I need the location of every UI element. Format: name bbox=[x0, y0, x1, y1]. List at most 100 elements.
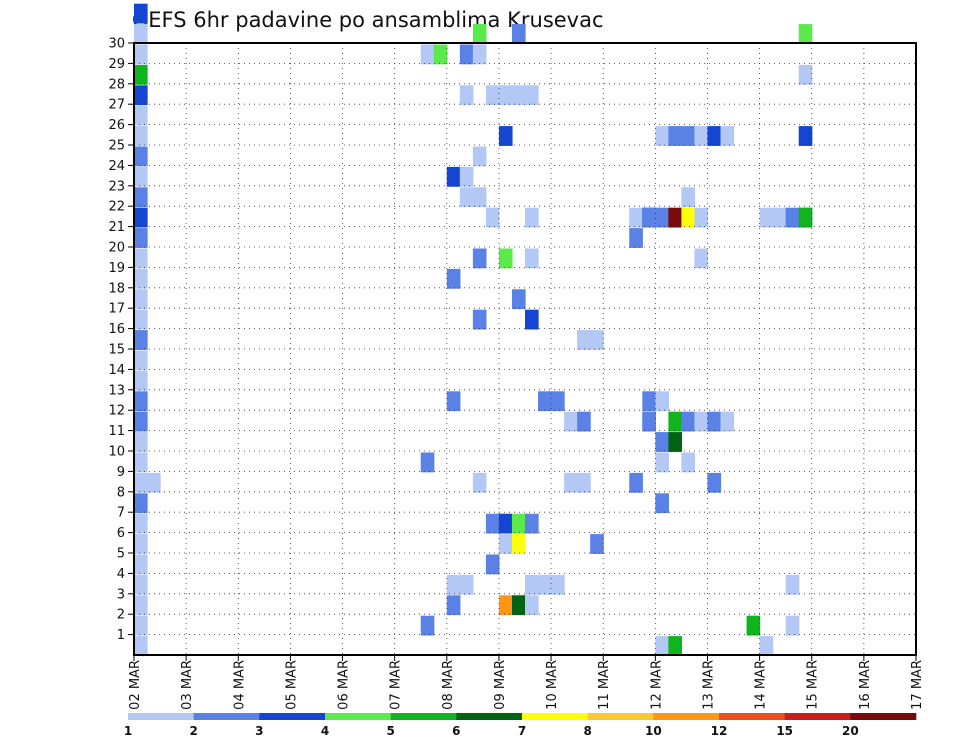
heatmap-cell bbox=[134, 513, 148, 534]
colorbar-label: 5 bbox=[386, 724, 394, 738]
heatmap-cell bbox=[655, 432, 669, 452]
heatmap-cell bbox=[694, 248, 709, 269]
heatmap-cell bbox=[498, 595, 513, 616]
heatmap-cell bbox=[498, 85, 513, 106]
colorbar-swatch bbox=[653, 713, 720, 720]
heatmap-cell bbox=[655, 207, 669, 228]
heatmap-cell bbox=[498, 513, 513, 534]
heatmap-cell bbox=[759, 636, 774, 656]
heatmap-cell bbox=[433, 44, 448, 65]
colorbar-swatch bbox=[259, 713, 326, 720]
x-tick-label: 10 MAR bbox=[545, 660, 560, 710]
heatmap-cell bbox=[134, 24, 148, 44]
heatmap-cell bbox=[472, 44, 487, 65]
heatmap-cell bbox=[551, 391, 565, 412]
heatmap-cell bbox=[525, 248, 539, 269]
y-tick-label: 14 bbox=[108, 363, 125, 378]
heatmap-cell bbox=[134, 574, 148, 595]
gridlines bbox=[134, 42, 916, 655]
heatmap-cell bbox=[134, 452, 148, 473]
heatmap-cell bbox=[498, 248, 513, 269]
colorbar-label: 10 bbox=[645, 724, 662, 738]
y-tick-label: 7 bbox=[117, 506, 125, 521]
y-tick-label: 27 bbox=[108, 98, 125, 113]
heatmap-cell bbox=[525, 574, 539, 595]
colorbar-swatch bbox=[325, 713, 391, 720]
heatmap-cell bbox=[746, 615, 761, 636]
heatmap-cell bbox=[420, 452, 435, 473]
heatmap-cell bbox=[720, 126, 735, 146]
heatmap-cell bbox=[525, 85, 539, 106]
heatmap-cell bbox=[655, 636, 669, 656]
heatmap-cell bbox=[538, 574, 552, 595]
colorbar-swatch bbox=[719, 713, 785, 720]
heatmap-cell bbox=[525, 513, 539, 534]
heatmap-cell bbox=[538, 391, 552, 412]
heatmap-cell bbox=[511, 24, 526, 44]
heatmap-cell bbox=[134, 411, 148, 432]
y-tick-label: 26 bbox=[108, 118, 125, 133]
heatmap-cell bbox=[525, 207, 539, 228]
heatmap-cell bbox=[446, 391, 461, 412]
y-tick-label: 28 bbox=[108, 77, 125, 92]
y-tick-label: 24 bbox=[108, 159, 125, 174]
heatmap-cell bbox=[459, 44, 474, 65]
heatmap-cell bbox=[798, 207, 813, 228]
heatmap-cell bbox=[707, 472, 722, 493]
heatmap-cell bbox=[642, 411, 656, 432]
heatmap-cell bbox=[134, 289, 148, 310]
colorbar-label: 6 bbox=[452, 724, 460, 738]
heatmap-cell bbox=[642, 207, 656, 228]
x-axis: 02 MAR 03 MAR 04 MAR 05 MAR 06 MAR 07 MAR 08 M… bbox=[128, 655, 925, 710]
heatmap-cell bbox=[134, 268, 148, 289]
heatmap-cell bbox=[459, 85, 474, 106]
heatmap-cell bbox=[759, 207, 774, 228]
heatmap-cell bbox=[134, 370, 148, 391]
x-tick-label: 09 MAR bbox=[493, 660, 508, 710]
heatmap-cell bbox=[134, 493, 148, 514]
heatmap-cell bbox=[134, 636, 148, 656]
heatmap-cell bbox=[472, 187, 487, 208]
colorbar-swatch bbox=[456, 713, 523, 720]
x-tick-label: 15 MAR bbox=[806, 660, 821, 710]
heatmap-cell bbox=[472, 248, 487, 269]
heatmap-cell bbox=[694, 126, 709, 146]
heatmap-cell bbox=[420, 615, 435, 636]
y-tick-label: 19 bbox=[108, 261, 125, 276]
heatmap-cell bbox=[420, 44, 435, 65]
heatmap-cell bbox=[459, 187, 474, 208]
heatmap-cell bbox=[564, 472, 578, 493]
y-axis: 1234567891011121314151617181920212223242… bbox=[108, 37, 134, 643]
x-tick-label: 12 MAR bbox=[649, 660, 664, 710]
x-tick-label: 04 MAR bbox=[232, 660, 247, 710]
x-tick-label: 13 MAR bbox=[701, 660, 716, 710]
heatmap-cell bbox=[511, 289, 526, 310]
heatmap-cell bbox=[681, 187, 696, 208]
heatmap-cell bbox=[707, 411, 722, 432]
x-tick-label: 02 MAR bbox=[128, 660, 143, 710]
chart-title: GEFS 6hr padavine po ansamblima Krusevac bbox=[132, 8, 604, 32]
colorbar-swatch bbox=[390, 713, 457, 720]
heatmap-cell bbox=[629, 228, 643, 248]
heatmap-cell bbox=[459, 574, 474, 595]
heatmap-cell bbox=[498, 126, 513, 146]
heatmap-cell bbox=[785, 207, 800, 228]
heatmap-cell bbox=[577, 411, 591, 432]
colorbar-label: 12 bbox=[711, 724, 728, 738]
heatmap-cell bbox=[511, 513, 526, 534]
heatmap-cell bbox=[798, 126, 813, 146]
heatmap-cell bbox=[629, 207, 643, 228]
heatmap-cell bbox=[134, 64, 148, 85]
colorbar-swatch bbox=[193, 713, 260, 720]
heatmap-cell bbox=[446, 574, 461, 595]
heatmap-cell bbox=[485, 513, 500, 534]
heatmap-cell bbox=[134, 187, 148, 208]
heatmap-cell bbox=[655, 126, 669, 146]
y-tick-label: 10 bbox=[108, 445, 125, 460]
heatmap-cell bbox=[655, 493, 669, 514]
heatmap-cell bbox=[707, 126, 722, 146]
heatmap-cell bbox=[720, 411, 735, 432]
colorbar-label: 15 bbox=[776, 724, 793, 738]
y-tick-label: 1 bbox=[117, 628, 125, 643]
x-tick-label: 03 MAR bbox=[180, 660, 195, 710]
